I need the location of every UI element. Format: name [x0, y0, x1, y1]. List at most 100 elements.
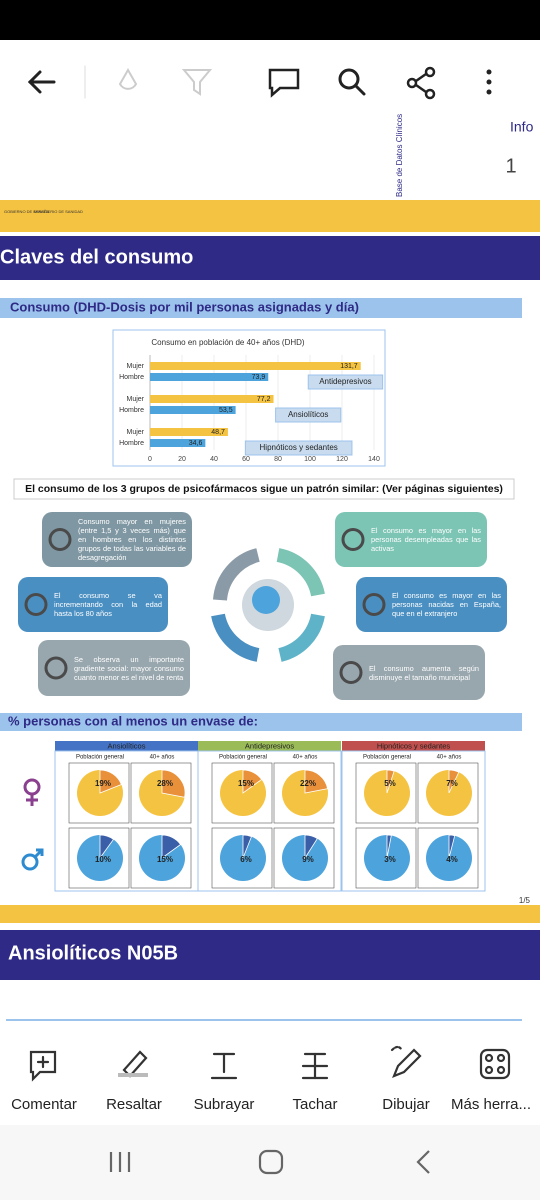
- group-header: [55, 741, 198, 751]
- column-label: Población general: [76, 755, 124, 761]
- pie-base: [426, 770, 472, 816]
- nav-back-button[interactable]: [416, 1150, 430, 1174]
- pie-cell: [68, 827, 130, 889]
- pie-base: [282, 835, 328, 881]
- value-label: 48,7: [211, 429, 225, 436]
- pie-base: [139, 835, 185, 881]
- header-title: Consumo de: [0, 105, 119, 128]
- pie-label: 15%: [238, 779, 254, 788]
- tool-label: Tachar: [292, 1096, 337, 1113]
- category-label: Antidepresivos: [319, 377, 371, 386]
- pie-base: [220, 770, 266, 816]
- group-label: Ansiolíticos: [108, 741, 146, 750]
- column-label: Población general: [219, 755, 267, 761]
- value-label: 73,9: [252, 374, 266, 381]
- x-tick-label: 20: [178, 456, 186, 463]
- cycle-graphic: [211, 548, 325, 662]
- page-counter: 1/5: [519, 896, 531, 905]
- value-label: 131,7: [340, 363, 358, 370]
- logo-text: del SNS: [312, 168, 354, 180]
- pie-cell: [211, 762, 273, 824]
- group-body: [197, 750, 342, 892]
- pie-label: 10%: [95, 855, 111, 864]
- category-box: [275, 407, 342, 423]
- read-aloud-button[interactable]: [118, 67, 138, 90]
- fact-box: Se observa un importante gradiente socia…: [38, 640, 190, 696]
- pie-slice: [386, 834, 392, 859]
- fact-box: El consumo es mayor en las personas dese…: [335, 512, 487, 567]
- share-button[interactable]: [406, 66, 436, 100]
- strikethrough-icon[interactable]: [301, 1052, 329, 1080]
- pie-base: [282, 770, 328, 816]
- category-label: Ansiolíticos: [288, 410, 328, 419]
- x-tick-label: 140: [368, 456, 380, 463]
- highlight-icon[interactable]: [118, 1050, 148, 1078]
- subsection-band: [0, 298, 522, 318]
- pie-cell: [68, 762, 130, 824]
- pie-cell: [355, 762, 417, 824]
- pattern-title: El consumo de los 3 grupos de psicofárma…: [25, 483, 503, 495]
- logo-text: Sistema de: [312, 142, 370, 154]
- tool-label: Más herra...: [451, 1096, 531, 1113]
- tool-label: Comentar: [11, 1096, 77, 1113]
- x-tick-label: 80: [274, 456, 282, 463]
- column-label: 40+ años: [150, 755, 175, 761]
- category-box: [307, 374, 384, 390]
- x-tick-label: 0: [148, 456, 152, 463]
- column-label: Población general: [363, 755, 411, 761]
- percent-title: % personas con al menos un envase de:: [8, 713, 258, 728]
- comment-icon[interactable]: [29, 1050, 57, 1082]
- group-label: Antidepresivos: [245, 741, 294, 750]
- pie-base: [426, 835, 472, 881]
- series-label: Mujer: [126, 429, 144, 436]
- percent-band: [0, 713, 522, 731]
- column-label: 40+ años: [437, 755, 462, 761]
- pie-slice: [99, 769, 122, 794]
- category-label: Hipnóticos y sedantes: [260, 443, 338, 452]
- home-button[interactable]: [258, 1149, 284, 1175]
- pie-label: 6%: [240, 855, 252, 864]
- bar: [150, 362, 361, 370]
- draw-icon[interactable]: [390, 1045, 422, 1078]
- group-header: [342, 741, 485, 751]
- fact-box: Consumo mayor en mujeres (entre 1,5 y 3 …: [42, 512, 192, 567]
- pie-label: 22%: [300, 779, 316, 788]
- bottom-toolbar: [0, 1030, 540, 1125]
- more-tools-icon[interactable]: [479, 1048, 511, 1080]
- pie-slice: [242, 834, 252, 859]
- pie-slice: [304, 769, 329, 794]
- pie-label: 7%: [446, 779, 458, 788]
- comment-list-button[interactable]: [268, 68, 300, 98]
- pie-label: 3%: [384, 855, 396, 864]
- bar: [150, 439, 206, 447]
- brain-icon: [252, 586, 280, 614]
- logo-icon: [288, 148, 308, 168]
- recents-button[interactable]: [109, 1152, 131, 1172]
- underline-icon[interactable]: [210, 1052, 238, 1080]
- pie-slice: [448, 769, 460, 794]
- pie-label: 9%: [302, 855, 314, 864]
- female-symbol: [23, 778, 41, 806]
- filter-button[interactable]: [181, 69, 213, 96]
- pie-label: 4%: [446, 855, 458, 864]
- pie-cell: [273, 827, 335, 889]
- series-label: Mujer: [126, 363, 144, 370]
- subsection-title: Consumo (DHD-Dosis por mil personas asig…: [10, 299, 359, 314]
- pie-base: [139, 770, 185, 816]
- pie-label: 19%: [95, 779, 111, 788]
- pie-slice: [161, 834, 182, 859]
- pie-base: [77, 770, 123, 816]
- back-button[interactable]: [27, 70, 56, 94]
- series-label: Mujer: [126, 396, 144, 403]
- search-button[interactable]: [338, 68, 366, 96]
- more-button[interactable]: [486, 69, 492, 95]
- head-icon: [242, 579, 294, 631]
- pie-cell: [130, 762, 192, 824]
- pie-slice: [304, 834, 318, 860]
- gov-text: GOBIERNO DE ESPAÑA: [4, 209, 50, 214]
- section-band: [0, 236, 540, 280]
- pie-cell: [273, 762, 335, 824]
- value-label: 77,2: [257, 396, 271, 403]
- pie-slice: [99, 834, 115, 860]
- bar: [150, 406, 236, 414]
